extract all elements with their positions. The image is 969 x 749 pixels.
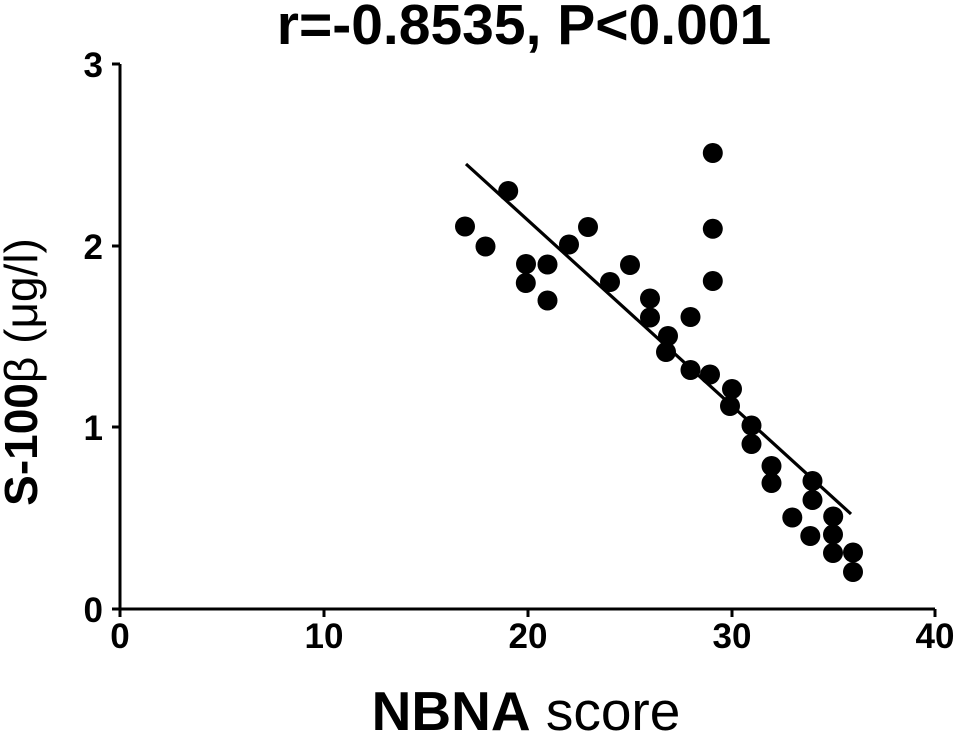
svg-text:2: 2 (84, 228, 103, 267)
svg-text:NBNA score: NBNA score (372, 680, 681, 742)
svg-text:0: 0 (84, 591, 103, 630)
svg-text:20: 20 (509, 617, 548, 656)
svg-text:3: 3 (84, 46, 103, 85)
svg-text:10: 10 (305, 617, 344, 656)
svg-text:40: 40 (916, 617, 955, 656)
svg-text:r=-0.8535, P<0.001: r=-0.8535, P<0.001 (277, 0, 771, 57)
svg-text:1: 1 (84, 409, 103, 448)
svg-text:0: 0 (110, 617, 129, 656)
svg-text:S-100β (μg/l): S-100β (μg/l) (0, 238, 47, 506)
svg-text:30: 30 (713, 617, 752, 656)
